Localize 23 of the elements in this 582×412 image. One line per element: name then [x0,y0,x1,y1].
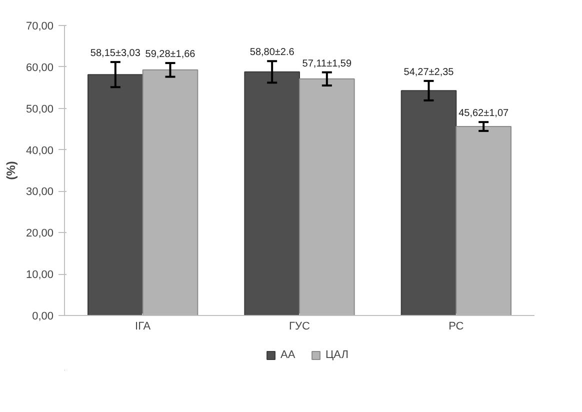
bar [244,71,300,316]
y-axis-title: (%) [4,161,18,180]
y-tick-label: 10,00 [26,269,54,282]
y-tick-label: 40,00 [26,144,54,157]
data-label: 45,62±1,07 [458,108,510,120]
legend-label: ЦАЛ [326,349,348,361]
y-tick-label: 30,00 [26,186,54,198]
y-tick-label: 60,00 [26,62,54,74]
bar [400,90,457,316]
y-tick-label: 50,00 [26,103,54,116]
x-tick-label: РС [448,320,464,332]
data-label: 54,27±2,35 [404,66,454,78]
bar [88,74,144,316]
data-label: 58,15±3,03 [90,48,141,60]
data-label: 59,28±1,66 [145,49,196,60]
y-tick-label: 0,00 [32,310,54,322]
y-tick-label: 20,00 [26,228,54,240]
legend-label: АА [280,349,296,361]
x-tick-label: ІГА [135,320,152,332]
x-tick-label: ГУС [289,320,310,332]
data-label: 57,11±1,59 [302,58,352,70]
y-tick-label: 70,00 [26,20,54,32]
data-label: 58,80±2.6 [250,47,295,58]
